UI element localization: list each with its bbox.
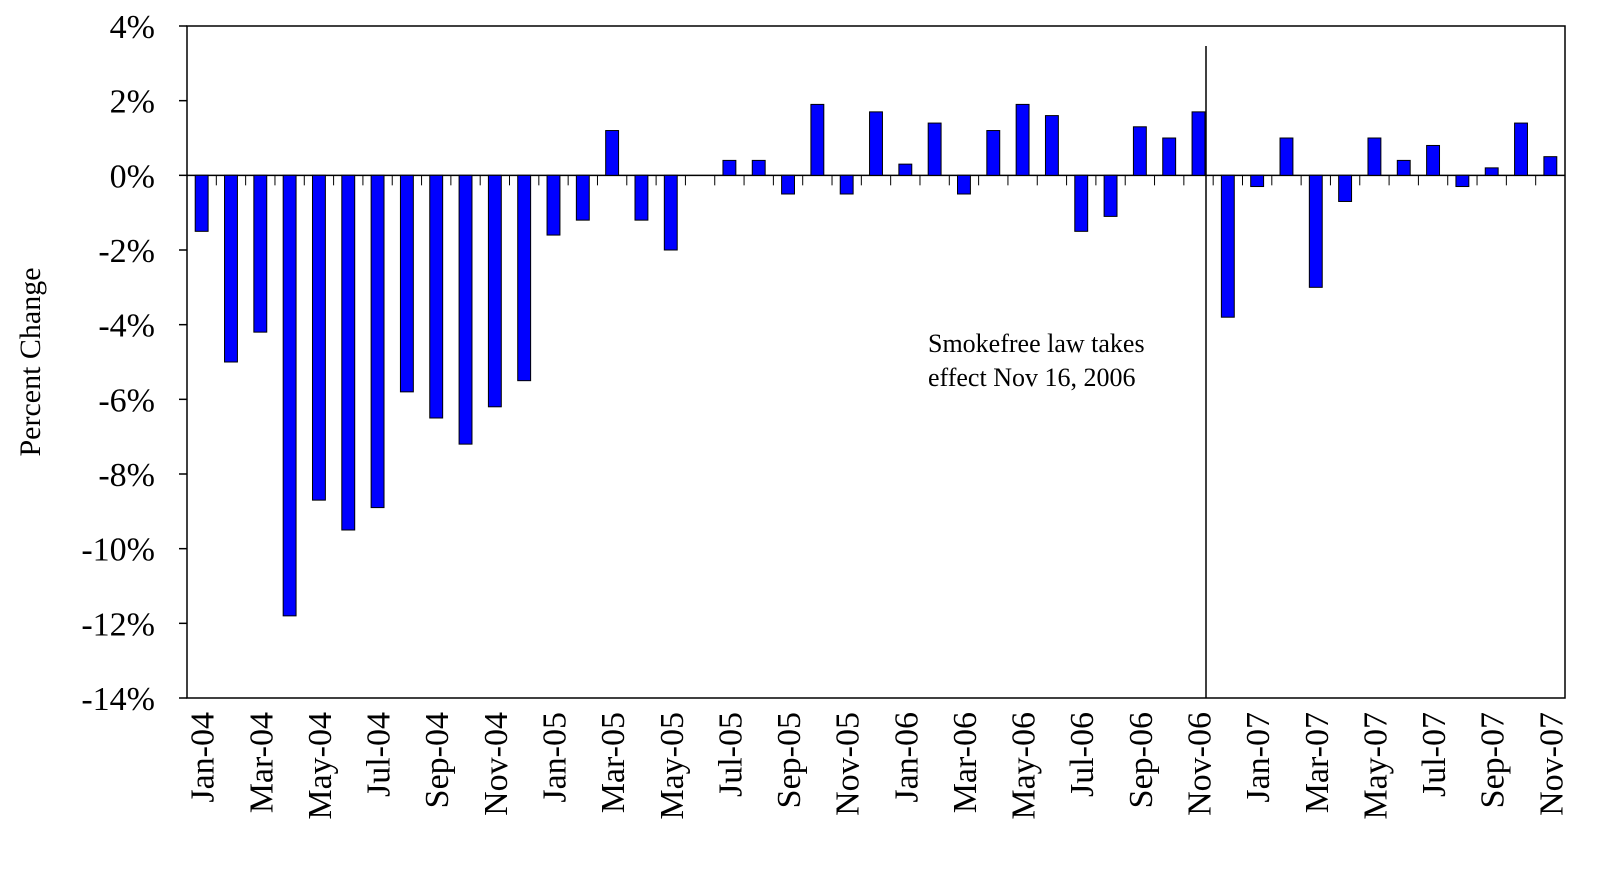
x-tick-label: Jul-05 — [712, 712, 749, 797]
bar — [194, 174, 209, 232]
bar — [898, 163, 913, 176]
y-tick-label: -12% — [81, 606, 155, 643]
bar — [1396, 159, 1411, 176]
x-tick-label: Jan-06 — [888, 712, 925, 803]
x-tick-label: Mar-05 — [595, 712, 632, 813]
y-tick-label: 2% — [110, 84, 155, 121]
bar — [1191, 111, 1206, 176]
annotation: Smokefree law takes effect Nov 16, 2006 — [928, 329, 1151, 392]
bar — [663, 174, 678, 251]
bar — [1074, 174, 1089, 232]
x-tick-label: Jan-04 — [185, 712, 222, 803]
bar — [722, 159, 737, 176]
bar — [1426, 144, 1441, 176]
x-tick-label: May-05 — [654, 712, 691, 820]
plot-frame — [186, 25, 1566, 699]
bar — [1250, 174, 1265, 188]
bar — [839, 174, 854, 195]
bar — [399, 174, 414, 393]
bar — [957, 174, 971, 195]
bar — [1543, 156, 1558, 176]
x-tick-label: Nov-07 — [1533, 712, 1570, 816]
bar — [1484, 167, 1499, 176]
x-tick-label: Jul-04 — [361, 712, 398, 797]
bar — [311, 174, 326, 501]
bar — [634, 174, 649, 221]
bar — [1367, 137, 1382, 176]
x-tick-label: Sep-05 — [771, 712, 808, 808]
bar — [1162, 137, 1177, 176]
bar — [487, 174, 502, 408]
bar — [605, 130, 620, 176]
bar — [927, 122, 942, 176]
x-tick-label: Sep-07 — [1475, 712, 1512, 808]
y-tick-label: -14% — [81, 681, 155, 718]
x-tick-label: Sep-04 — [419, 712, 456, 808]
bar — [224, 174, 238, 363]
annotation-line: effect Nov 16, 2006 — [928, 363, 1135, 392]
bar — [1279, 137, 1294, 176]
bar — [282, 174, 297, 617]
bar — [1132, 126, 1147, 176]
y-tick-label: 0% — [110, 158, 155, 195]
bar — [1044, 115, 1059, 176]
bar — [458, 174, 473, 445]
y-tick-label: -8% — [98, 457, 155, 494]
x-tick-label: Nov-06 — [1182, 712, 1219, 816]
bar — [751, 159, 766, 176]
bar — [370, 174, 385, 509]
bar — [986, 130, 1001, 176]
y-axis-label: Percent Change — [14, 267, 47, 456]
bar — [253, 174, 268, 333]
x-tick-label: Jul-07 — [1416, 712, 1453, 797]
bar — [1220, 174, 1235, 318]
x-tick-label: Jan-05 — [536, 712, 573, 803]
bar — [1308, 174, 1323, 288]
bar — [546, 174, 561, 236]
bar — [1455, 174, 1470, 188]
y-tick-label: 4% — [110, 9, 155, 46]
x-tick-label: May-07 — [1357, 712, 1394, 820]
bar — [781, 174, 795, 195]
bar — [575, 174, 590, 221]
bar — [1338, 174, 1353, 202]
x-tick-label: May-06 — [1006, 712, 1043, 820]
x-tick-label: Nov-04 — [478, 712, 515, 816]
y-tick-label: -6% — [98, 382, 155, 419]
x-tick-label: Jan-07 — [1240, 712, 1277, 803]
bar — [1514, 122, 1528, 176]
bar — [341, 174, 356, 531]
x-tick-label: Nov-05 — [830, 712, 867, 816]
bar — [429, 174, 444, 419]
y-tick-label: -10% — [81, 532, 155, 569]
x-tick-label: Sep-06 — [1123, 712, 1160, 808]
x-tick-label: Mar-06 — [947, 712, 984, 813]
annotation-line: Smokefree law takes — [928, 329, 1151, 358]
y-tick-label: -4% — [98, 308, 155, 345]
y-tick-label: -2% — [98, 233, 155, 270]
bar — [869, 111, 883, 176]
x-tick-label: Jul-06 — [1064, 712, 1101, 797]
bar — [1015, 103, 1030, 176]
x-tick-label: Mar-04 — [243, 712, 280, 813]
bar — [810, 103, 825, 176]
x-tick-label: May-04 — [302, 712, 339, 820]
x-tick-label: Mar-07 — [1299, 712, 1336, 813]
bar — [517, 174, 532, 382]
bar — [1103, 174, 1118, 217]
